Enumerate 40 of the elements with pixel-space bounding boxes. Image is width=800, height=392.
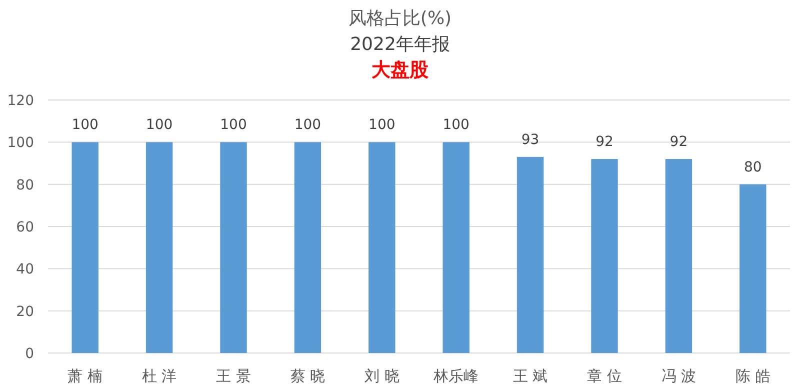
y-tick-label: 80 — [16, 177, 34, 194]
x-tick-label: 林乐峰 — [432, 367, 479, 385]
bar — [740, 184, 766, 353]
x-tick-label: 蔡 晓 — [290, 367, 326, 385]
bar — [516, 156, 544, 353]
x-tick-label: 刘 晓 — [364, 367, 400, 385]
x-tick-label: 杜 洋 — [142, 367, 177, 385]
y-tick-label: 40 — [16, 262, 34, 278]
x-tick-label: 王 斌 — [512, 367, 548, 385]
bar — [591, 159, 618, 353]
bar — [368, 142, 396, 353]
data-label: 100 — [368, 117, 396, 134]
bar — [294, 142, 322, 353]
y-tick-label: 20 — [16, 304, 34, 320]
data-label: 93 — [521, 132, 540, 148]
x-tick-label: 章 位 — [587, 367, 622, 385]
bar — [220, 142, 247, 353]
y-tick-label: 120 — [7, 93, 34, 109]
text: 大盘股 — [372, 59, 430, 81]
x-tick-label: 萧 楠 — [68, 367, 102, 385]
bar — [72, 142, 98, 353]
x-tick-label: 陈 皓 — [736, 367, 770, 385]
data-label: 92 — [596, 134, 614, 150]
bar — [665, 159, 692, 353]
data-label: 100 — [442, 117, 470, 134]
bar — [442, 142, 470, 353]
bar — [146, 142, 173, 353]
data-label: 100 — [294, 117, 322, 134]
x-tick-label: 冯 波 — [661, 367, 696, 385]
data-label: 100 — [146, 117, 173, 134]
y-tick-label: 0 — [25, 346, 34, 362]
data-label: 100 — [220, 117, 247, 134]
data-label: 80 — [744, 159, 762, 176]
chart-title: 风格占比(%) — [348, 8, 452, 29]
chart-subtitle: 2022年年报 — [350, 34, 450, 55]
data-label: 92 — [670, 134, 688, 150]
y-tick-label: 60 — [16, 220, 34, 236]
data-label: 100 — [72, 117, 98, 134]
y-tick-label: 100 — [7, 135, 34, 152]
x-tick-label: 王 景 — [216, 367, 251, 385]
